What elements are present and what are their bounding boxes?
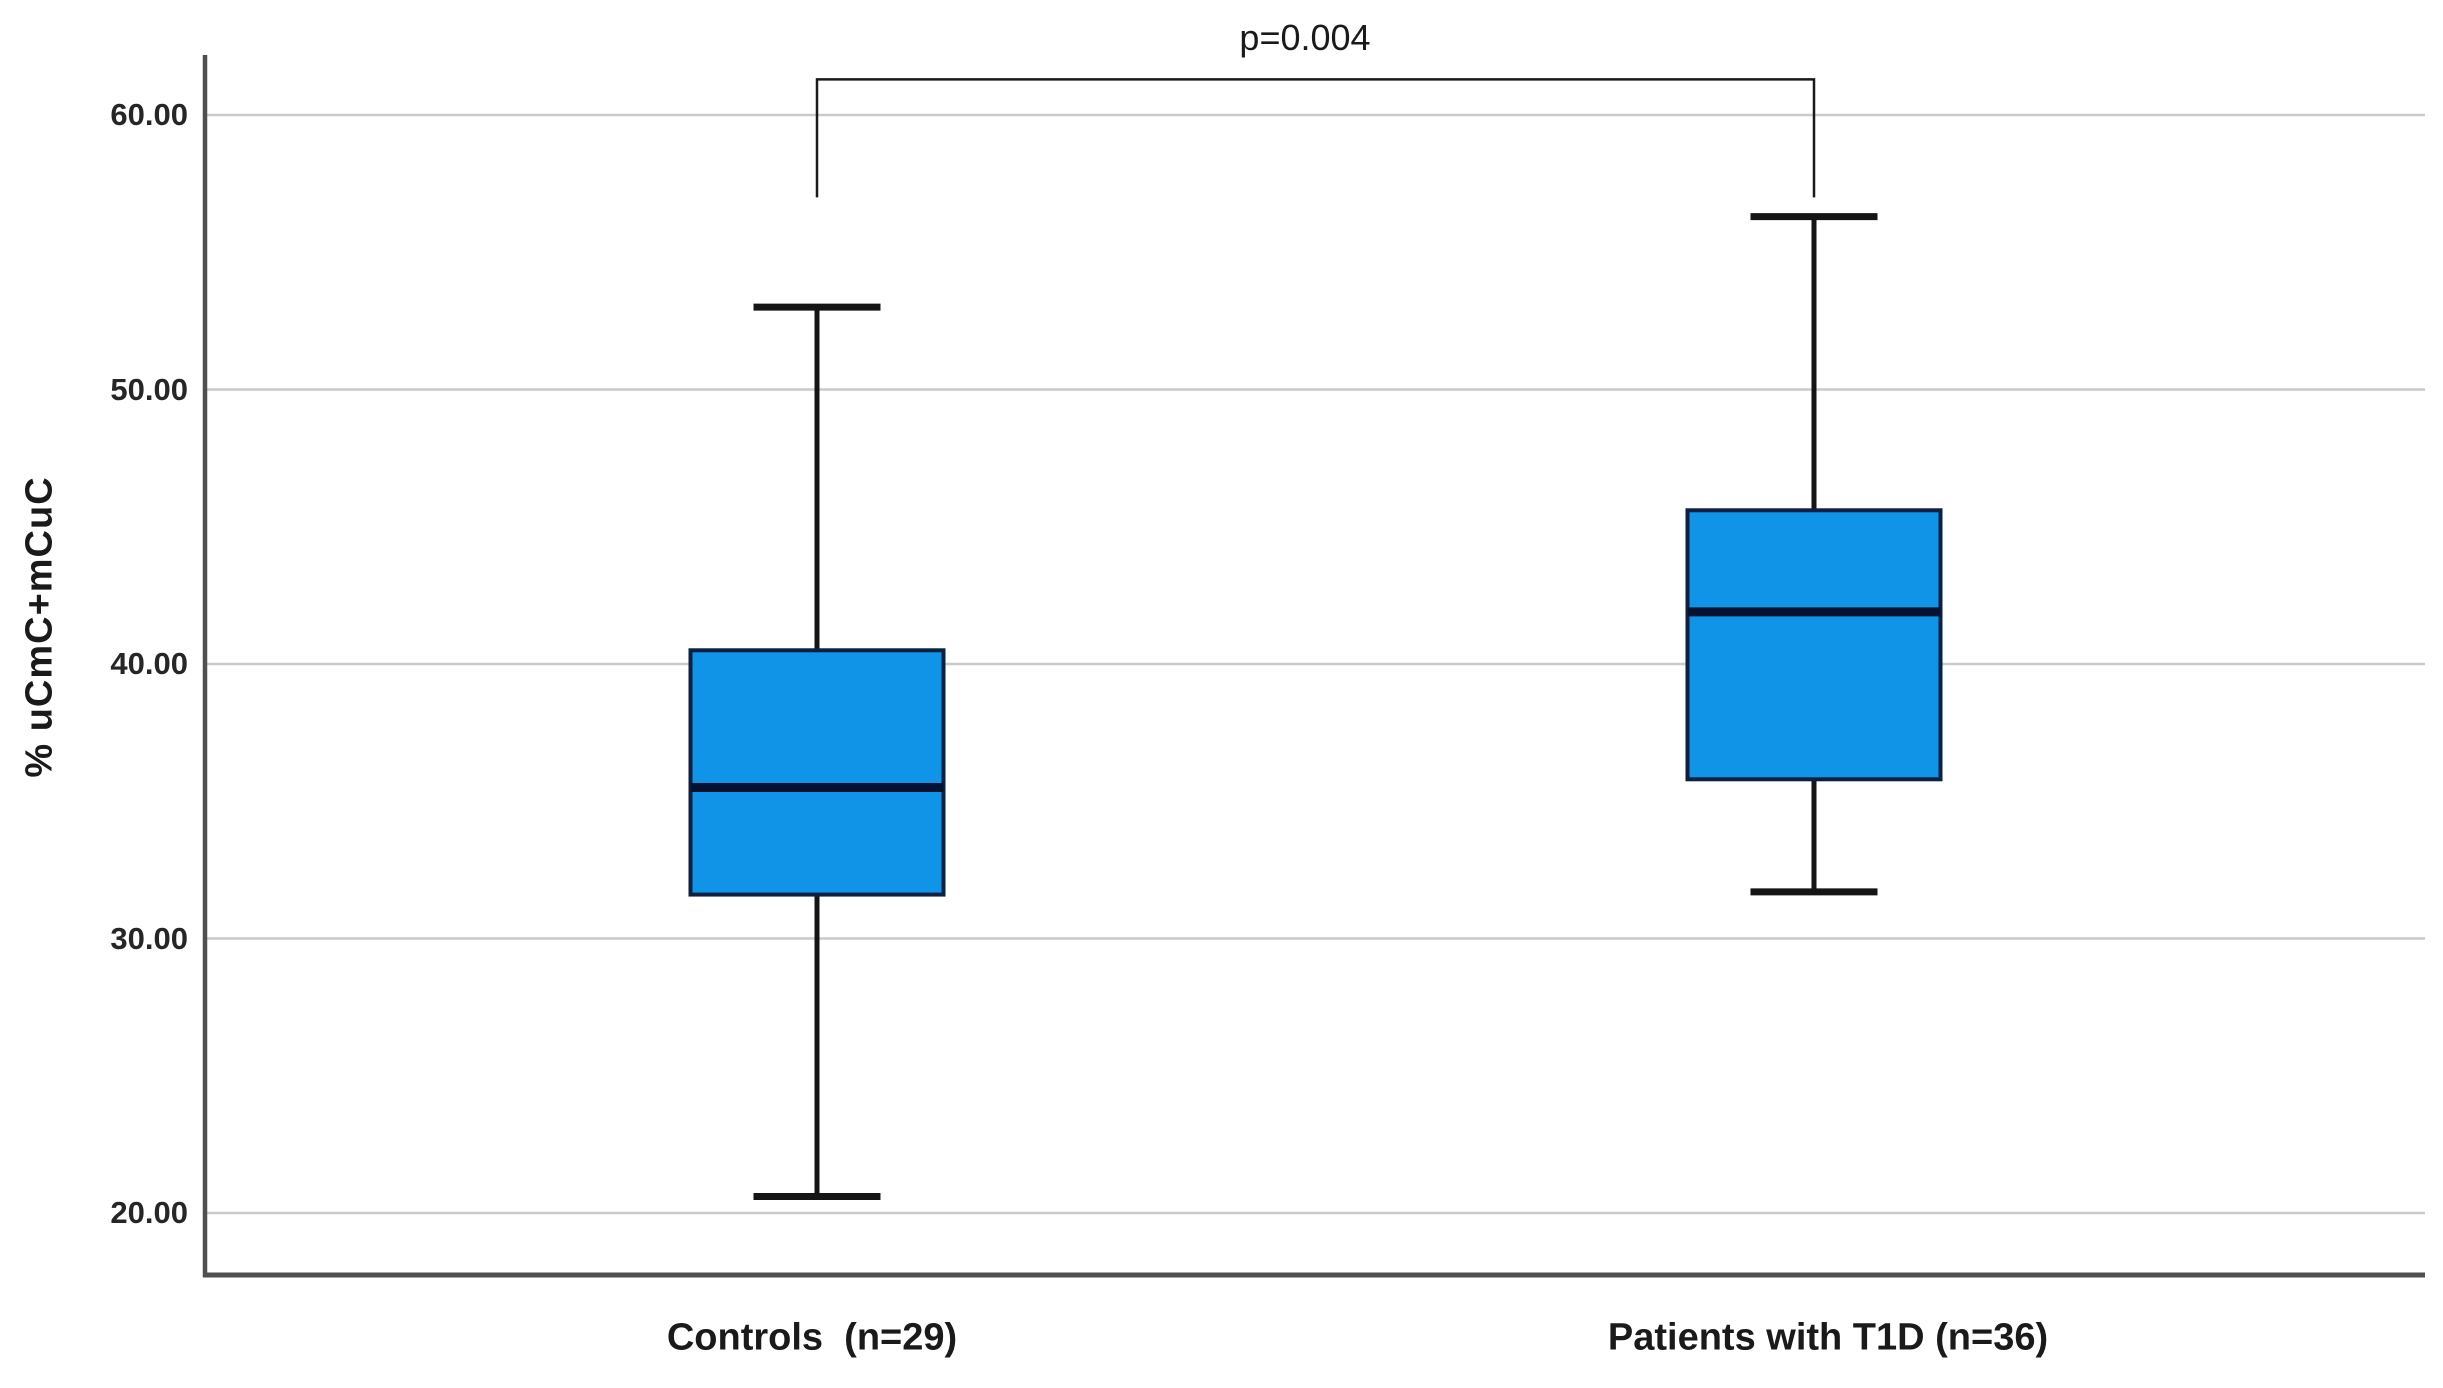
iqr-box-controls	[688, 648, 946, 897]
y-tick-label-30: 30.00	[110, 920, 188, 956]
y-tick-label-60: 60.00	[110, 97, 188, 132]
y-tick-label-40: 40.00	[110, 646, 188, 681]
y-tick-label-20: 20.00	[110, 1195, 188, 1230]
y-tick-label-50: 50.00	[110, 371, 188, 407]
significance-label: p=0.004	[1239, 17, 1371, 58]
iqr-box-t1d	[1685, 508, 1943, 782]
significance-bracket	[815, 78, 1816, 198]
x-axis-label-controls: Controls (n=29)	[666, 1316, 958, 1359]
x-axis-label-t1d: Patients with T1D (n=36)	[1607, 1316, 2049, 1359]
y-axis-title: % uCmC+mCuC	[18, 476, 61, 778]
